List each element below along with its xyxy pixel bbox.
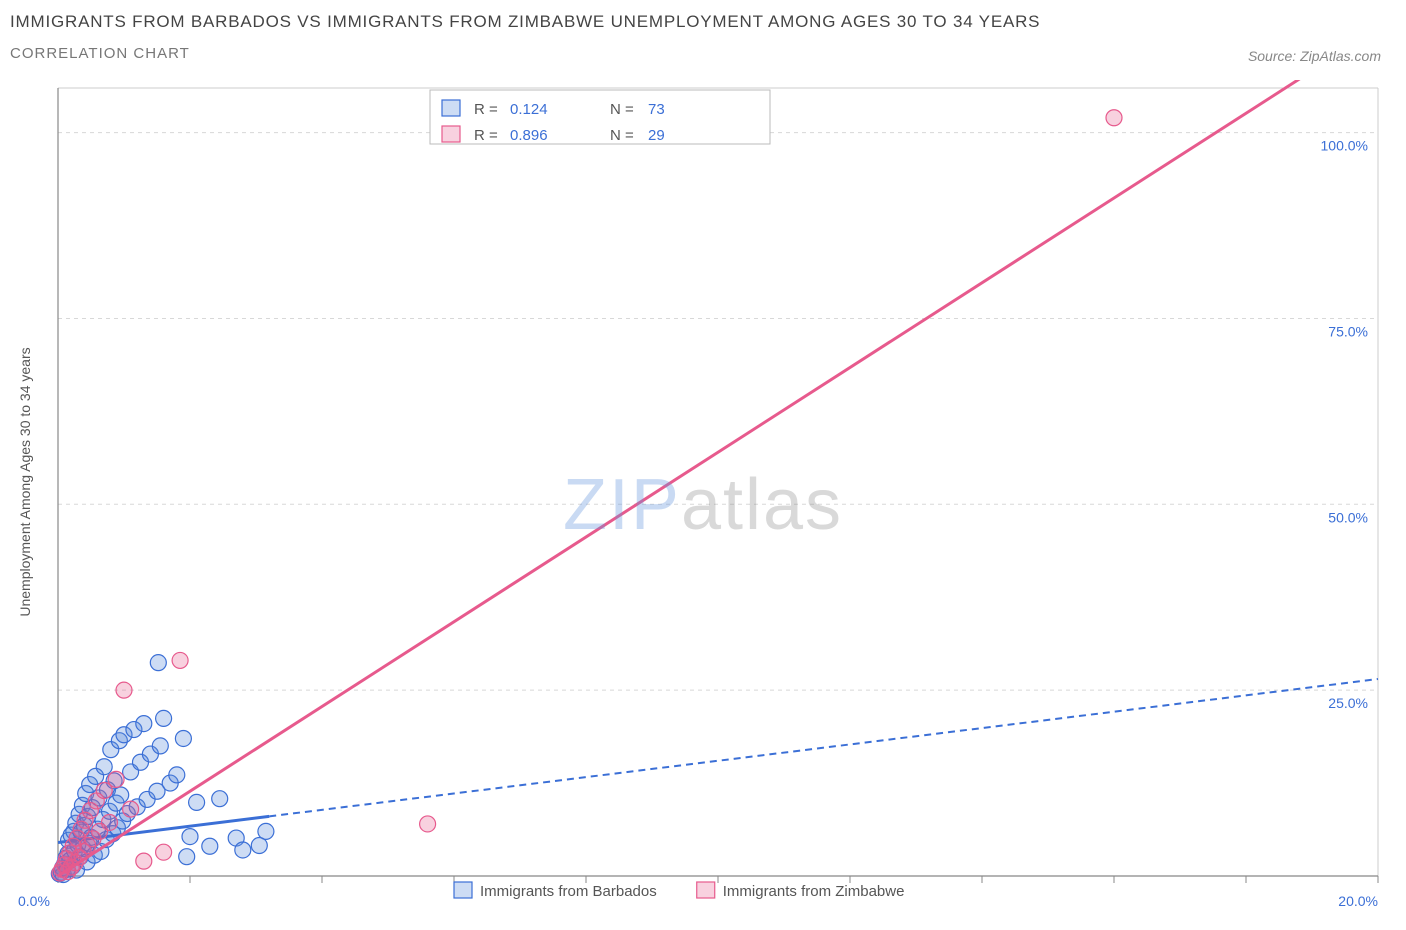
scatter-point[interactable]: [212, 791, 228, 807]
y-axis-title: Unemployment Among Ages 30 to 34 years: [17, 347, 33, 616]
y-tick-label: 75.0%: [1328, 323, 1368, 339]
scatter-point[interactable]: [156, 844, 172, 860]
scatter-point[interactable]: [202, 838, 218, 854]
scatter-point[interactable]: [152, 738, 168, 754]
legend-swatch: [697, 882, 715, 898]
scatter-point[interactable]: [182, 829, 198, 845]
legend-series-label: Immigrants from Zimbabwe: [723, 883, 905, 900]
legend-r-value: 0.896: [510, 127, 548, 144]
correlation-scatter-chart: 25.0% 50.0% 75.0% 100.0% 0.0% 20.0% Unemployme…: [0, 80, 1406, 930]
y-tick-label: 100.0%: [1321, 138, 1368, 154]
scatter-point[interactable]: [169, 767, 185, 783]
legend-n-label: N =: [610, 101, 634, 118]
scatter-point[interactable]: [123, 801, 139, 817]
legend-swatch: [442, 126, 460, 142]
scatter-point[interactable]: [116, 682, 132, 698]
scatter-point[interactable]: [101, 814, 117, 830]
scatter-point[interactable]: [235, 842, 251, 858]
trend-line: [58, 80, 1378, 876]
legend-r-value: 0.124: [510, 101, 548, 118]
scatter-point[interactable]: [156, 710, 172, 726]
legend-swatch: [454, 882, 472, 898]
chart-title: IMMIGRANTS FROM BARBADOS VS IMMIGRANTS F…: [10, 8, 1386, 35]
legend-n-value: 73: [648, 101, 665, 118]
source-attribution: Source: ZipAtlas.com: [1248, 48, 1381, 64]
scatter-point[interactable]: [189, 794, 205, 810]
scatter-point[interactable]: [420, 816, 436, 832]
legend-r-label: R =: [474, 127, 498, 144]
chart-container: 25.0% 50.0% 75.0% 100.0% 0.0% 20.0% Unemployme…: [0, 80, 1406, 930]
y-tick-label: 50.0%: [1328, 509, 1368, 525]
scatter-point[interactable]: [258, 823, 274, 839]
legend-r-label: R =: [474, 101, 498, 118]
legend-swatch: [442, 100, 460, 116]
legend-n-label: N =: [610, 127, 634, 144]
x-tick-label: 20.0%: [1338, 893, 1378, 909]
y-tick-label: 25.0%: [1328, 695, 1368, 711]
scatter-point[interactable]: [172, 652, 188, 668]
scatter-point[interactable]: [150, 655, 166, 671]
x-tick-label: 0.0%: [18, 893, 50, 909]
scatter-point[interactable]: [175, 730, 191, 746]
scatter-point[interactable]: [113, 787, 129, 803]
scatter-point[interactable]: [96, 759, 112, 775]
scatter-point[interactable]: [108, 771, 124, 787]
scatter-point[interactable]: [136, 853, 152, 869]
scatter-point[interactable]: [179, 849, 195, 865]
chart-subtitle: CORRELATION CHART: [10, 45, 1386, 62]
trend-line-extended: [269, 679, 1378, 816]
legend-n-value: 29: [648, 127, 665, 144]
scatter-point[interactable]: [1106, 110, 1122, 126]
scatter-point[interactable]: [136, 716, 152, 732]
legend-series-label: Immigrants from Barbados: [480, 883, 657, 900]
